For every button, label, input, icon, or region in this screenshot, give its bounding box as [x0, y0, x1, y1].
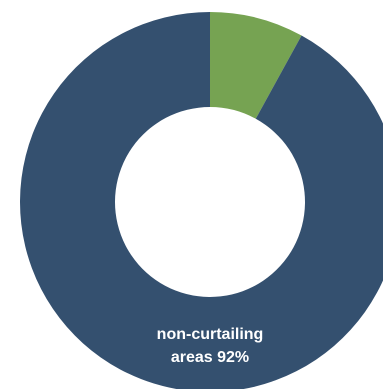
slice-curtailing — [210, 12, 302, 119]
slices-group — [20, 12, 383, 389]
label-non-curtailing-line2: areas 92% — [171, 349, 249, 366]
slice-non-curtailing — [20, 12, 383, 389]
label-non-curtailing-line1: non-curtailing — [157, 326, 264, 343]
